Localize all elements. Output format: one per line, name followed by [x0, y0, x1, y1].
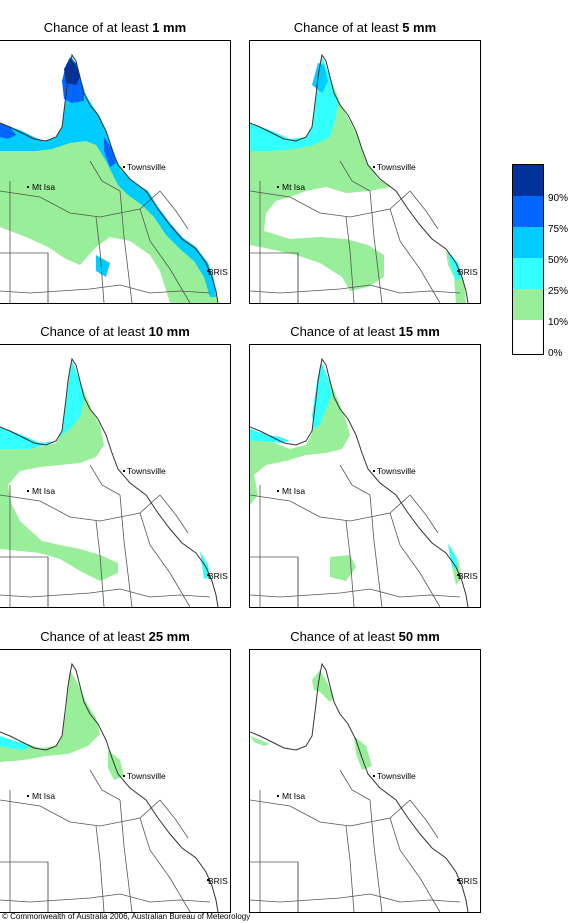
legend-swatch-25: [513, 258, 543, 290]
rainfall-map: Townsville Mt Isa BRIS: [249, 344, 481, 608]
legend-swatch-90: [513, 165, 543, 197]
svg-text:Townsville: Townsville: [377, 771, 416, 781]
panel-title: Chance of at least 1 mm: [43, 20, 187, 35]
svg-text:BRIS: BRIS: [458, 571, 478, 581]
panel-title: Chance of at least 10 mm: [40, 324, 190, 339]
svg-text:Mt Isa: Mt Isa: [282, 791, 305, 801]
svg-text:Townsville: Townsville: [127, 162, 166, 172]
legend-swatch-0: [513, 320, 543, 354]
rainfall-map: Townsville Mt Isa BRIS: [0, 344, 231, 608]
svg-text:Townsville: Townsville: [127, 771, 166, 781]
legend-swatch-75: [513, 196, 543, 228]
legend-swatch-50: [513, 227, 543, 259]
svg-text:BRIS: BRIS: [458, 267, 478, 277]
svg-text:BRIS: BRIS: [208, 267, 228, 277]
svg-text:Mt Isa: Mt Isa: [32, 791, 55, 801]
rainfall-map: Townsville Mt Isa BRIS: [0, 649, 231, 913]
legend-tick: 10%: [548, 317, 569, 328]
svg-text:Townsville: Townsville: [377, 466, 416, 476]
svg-text:Mt Isa: Mt Isa: [32, 182, 55, 192]
legend-tick: 90%: [548, 193, 569, 204]
rainfall-map: Townsville Mt Isa BRIS: [249, 649, 481, 913]
svg-text:Mt Isa: Mt Isa: [282, 486, 305, 496]
svg-text:Mt Isa: Mt Isa: [32, 486, 55, 496]
rainfall-map: Townsville Mt Isa BRIS: [249, 40, 481, 304]
legend-tick: 0%: [548, 348, 563, 359]
color-legend: [512, 164, 544, 355]
legend-swatch-10: [513, 289, 543, 321]
copyright-notice: © Commonwealth of Australia 2006, Austra…: [2, 912, 251, 921]
panel-title: Chance of at least 25 mm: [40, 629, 190, 644]
legend-tick: 75%: [548, 224, 569, 235]
svg-text:Townsville: Townsville: [377, 162, 416, 172]
svg-text:Townsville: Townsville: [127, 466, 166, 476]
svg-text:BRIS: BRIS: [208, 876, 228, 886]
rainfall-map: Townsville Mt Isa BRIS: [0, 40, 231, 304]
legend-tick: 25%: [548, 286, 569, 297]
panel-title: Chance of at least 15 mm: [290, 324, 440, 339]
svg-text:BRIS: BRIS: [208, 571, 228, 581]
panel-title: Chance of at least 50 mm: [290, 629, 440, 644]
panel-title: Chance of at least 5 mm: [293, 20, 437, 35]
legend-tick: 50%: [548, 255, 569, 266]
svg-text:Mt Isa: Mt Isa: [282, 182, 305, 192]
svg-text:BRIS: BRIS: [458, 876, 478, 886]
